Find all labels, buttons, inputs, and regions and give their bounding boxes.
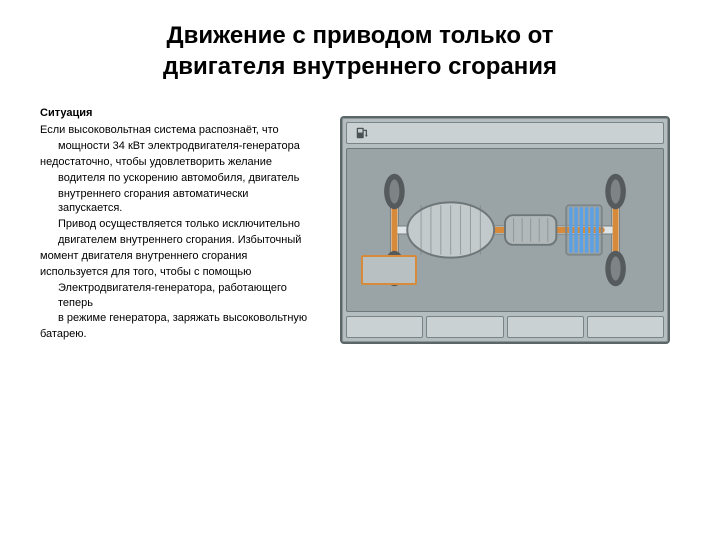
text-column: Ситуация Если высоковольтная система рас…	[40, 106, 310, 344]
body-line: внутреннего сгорания автоматически запус…	[40, 187, 310, 217]
aux-box	[361, 255, 417, 285]
body-line: недостаточно, чтобы удовлетворить желани…	[40, 155, 310, 170]
body-line: мощности 34 кВт электродвигателя-генерат…	[40, 139, 310, 154]
diagram-column	[330, 106, 680, 344]
body-line: момент двигателя внутреннего сгорания	[40, 249, 310, 264]
bottom-segment	[507, 316, 584, 338]
title-line-1: Движение с приводом только от	[167, 22, 554, 49]
display-stage	[346, 148, 664, 312]
fuel-pump-icon	[355, 126, 369, 140]
body-line: двигателем внутреннего сгорания. Избыточ…	[40, 233, 310, 248]
situation-heading: Ситуация	[40, 106, 310, 121]
body-line: Привод осуществляется только исключитель…	[40, 217, 310, 232]
display-top-bar	[346, 122, 664, 144]
page-title: Движение с приводом только от двигателя …	[40, 20, 680, 82]
bottom-segment	[346, 316, 423, 338]
display-bottom-bar	[346, 316, 664, 338]
body-line: Электродвигателя-генератора, работающего…	[40, 281, 310, 311]
body-line: в режиме генератора, заряжать высоковоль…	[40, 311, 310, 326]
content-row: Ситуация Если высоковольтная система рас…	[40, 106, 680, 344]
powertrain-diagram	[347, 149, 663, 311]
body-line: водителя по ускорению автомобиля, двигат…	[40, 171, 310, 186]
display-frame	[340, 116, 670, 344]
bottom-segment	[426, 316, 503, 338]
body-line: батарею.	[40, 327, 310, 342]
title-line-2: двигателя внутреннего сгорания	[163, 53, 557, 80]
body-line: Если высоковольтная система распознаёт, …	[40, 123, 310, 138]
bottom-segment	[587, 316, 664, 338]
body-line: используется для того, чтобы с помощью	[40, 265, 310, 280]
